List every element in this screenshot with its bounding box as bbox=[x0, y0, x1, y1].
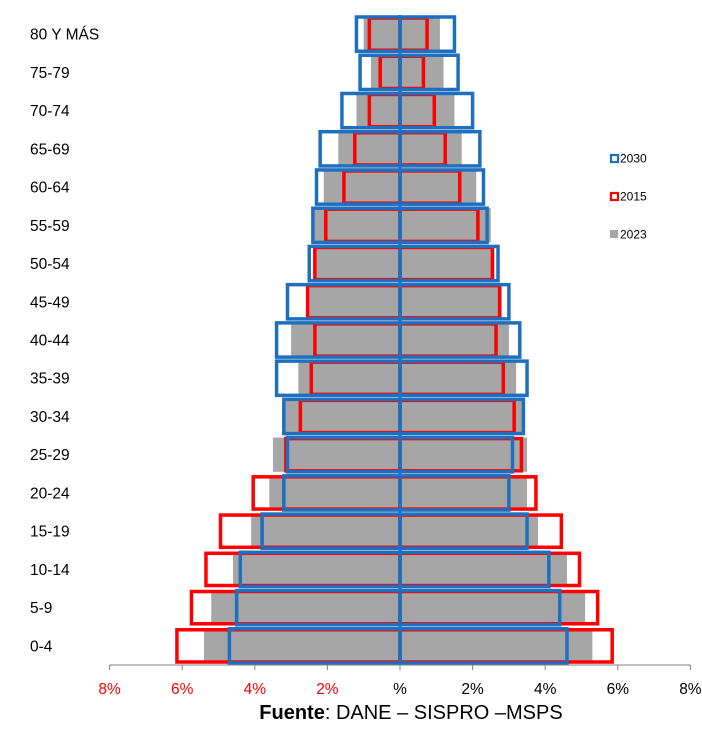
x-tick-label: 6% bbox=[171, 681, 194, 698]
legend-label-2030: 2030 bbox=[620, 152, 647, 166]
bar-2023-left-15-19 bbox=[251, 514, 400, 549]
axes bbox=[109, 15, 691, 670]
category-label-45-49: 45-49 bbox=[30, 294, 70, 311]
bar-2023-left-75-79 bbox=[370, 55, 400, 90]
category-label-55-59: 55-59 bbox=[30, 218, 70, 235]
category-label-20-24: 20-24 bbox=[30, 485, 70, 502]
category-labels: 0-4 5-9 10-14 15-19 20-24 25-29 30-34 35-39 40-4… bbox=[30, 27, 99, 656]
bar-2023-right-25-29 bbox=[400, 437, 528, 472]
x-tick-label: 6% bbox=[607, 681, 630, 698]
x-tick-label: 8% bbox=[679, 681, 702, 698]
category-label-35-39: 35-39 bbox=[30, 371, 70, 388]
source-text: : DANE – SISPRO –MSPS bbox=[325, 702, 563, 724]
bar-2023-left-5-9 bbox=[211, 590, 400, 625]
bar-2023-left-0-4 bbox=[203, 628, 400, 663]
category-label-60-64: 60-64 bbox=[30, 180, 70, 197]
source-bold: Fuente bbox=[259, 702, 325, 724]
legend: 2030 2015 2023 bbox=[609, 152, 647, 242]
legend-swatch-2030 bbox=[609, 153, 620, 164]
legend-label-2015: 2015 bbox=[620, 190, 647, 204]
x-tick-label: 4% bbox=[244, 681, 267, 698]
bar-2023-right-20-24 bbox=[400, 475, 528, 511]
x-tick-label: % bbox=[393, 681, 407, 698]
legend-swatch-2023 bbox=[610, 230, 618, 238]
bar-2023-left-25-29 bbox=[272, 437, 400, 472]
bar-2023-left-35-39 bbox=[298, 361, 400, 396]
bar-2023-right-55-59 bbox=[400, 208, 491, 243]
category-label-25-29: 25-29 bbox=[30, 447, 70, 464]
bar-2023-right-30-34 bbox=[400, 399, 524, 434]
x-tick-label: 2% bbox=[316, 681, 339, 698]
category-label-5-9: 5-9 bbox=[30, 600, 52, 617]
bar-2023-right-70-74 bbox=[400, 93, 455, 128]
category-label-65-69: 65-69 bbox=[30, 141, 70, 158]
category-label-80-y-m-s: 80 Y MÁS bbox=[30, 27, 99, 44]
bar-2023-right-35-39 bbox=[400, 361, 517, 396]
category-label-70-74: 70-74 bbox=[30, 103, 70, 120]
bar-2023-right-45-49 bbox=[400, 284, 502, 319]
x-tick-label: 2% bbox=[461, 681, 484, 698]
bar-2023-left-20-24 bbox=[269, 475, 400, 511]
bar-2023-left-65-69 bbox=[338, 131, 400, 166]
category-label-15-19: 15-19 bbox=[30, 524, 70, 541]
bar-2023-right-80-y-m-s bbox=[400, 17, 440, 52]
bar-2023-left-50-54 bbox=[312, 246, 400, 281]
category-label-10-14: 10-14 bbox=[30, 562, 70, 579]
category-label-0-4: 0-4 bbox=[30, 638, 53, 655]
legend-swatch-2015 bbox=[609, 191, 620, 202]
bar-2023-right-0-4 bbox=[400, 628, 593, 663]
category-label-75-79: 75-79 bbox=[30, 65, 70, 82]
x-tick-label: 4% bbox=[534, 681, 557, 698]
series-2023-bars bbox=[203, 17, 593, 663]
bar-2023-left-40-44 bbox=[291, 322, 400, 358]
bar-2023-right-60-64 bbox=[400, 169, 477, 205]
bar-2023-right-65-69 bbox=[400, 131, 462, 166]
bar-2023-left-60-64 bbox=[323, 169, 400, 205]
bar-2023-left-30-34 bbox=[283, 399, 400, 434]
bar-2023-left-45-49 bbox=[309, 284, 400, 319]
bar-2023-right-10-14 bbox=[400, 552, 567, 587]
x-tick-labels: 8% 6% 4% 2%% 2% 4% 6% 8% bbox=[98, 681, 701, 698]
x-tick-label: 8% bbox=[98, 681, 121, 698]
category-label-40-44: 40-44 bbox=[30, 333, 70, 350]
bar-2023-right-50-54 bbox=[400, 246, 495, 281]
category-label-50-54: 50-54 bbox=[30, 256, 70, 273]
bar-2023-left-10-14 bbox=[233, 552, 400, 587]
legend-label-2023: 2023 bbox=[620, 228, 647, 242]
category-label-30-34: 30-34 bbox=[30, 409, 70, 426]
bar-2023-left-70-74 bbox=[356, 93, 400, 128]
source-caption: Fuente: DANE – SISPRO –MSPS bbox=[259, 702, 562, 724]
bar-2023-right-40-44 bbox=[400, 322, 509, 358]
bar-2023-right-5-9 bbox=[400, 590, 586, 625]
bar-2023-right-15-19 bbox=[400, 514, 538, 549]
